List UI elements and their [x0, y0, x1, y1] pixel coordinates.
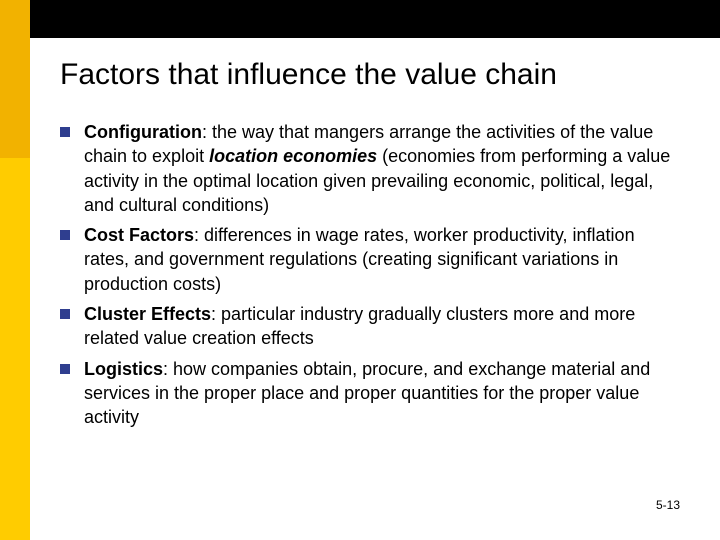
page-number: 5-13: [656, 498, 680, 512]
top-stripe-accent: [0, 0, 30, 38]
bullet-text: Logistics: how companies obtain, procure…: [84, 357, 680, 430]
bullet-icon: [60, 364, 70, 374]
bullet-icon: [60, 309, 70, 319]
list-item: Configuration: the way that mangers arra…: [60, 120, 680, 217]
list-item: Logistics: how companies obtain, procure…: [60, 357, 680, 430]
bullet-text: Configuration: the way that mangers arra…: [84, 120, 680, 217]
slide-title: Factors that influence the value chain: [60, 58, 557, 92]
side-stripe-top: [0, 38, 30, 158]
top-stripe: [0, 0, 720, 38]
bullet-list: Configuration: the way that mangers arra…: [60, 120, 680, 436]
list-item: Cost Factors: differences in wage rates,…: [60, 223, 680, 296]
list-item: Cluster Effects: particular industry gra…: [60, 302, 680, 351]
bullet-text: Cost Factors: differences in wage rates,…: [84, 223, 680, 296]
bullet-icon: [60, 230, 70, 240]
bullet-icon: [60, 127, 70, 137]
bullet-text: Cluster Effects: particular industry gra…: [84, 302, 680, 351]
